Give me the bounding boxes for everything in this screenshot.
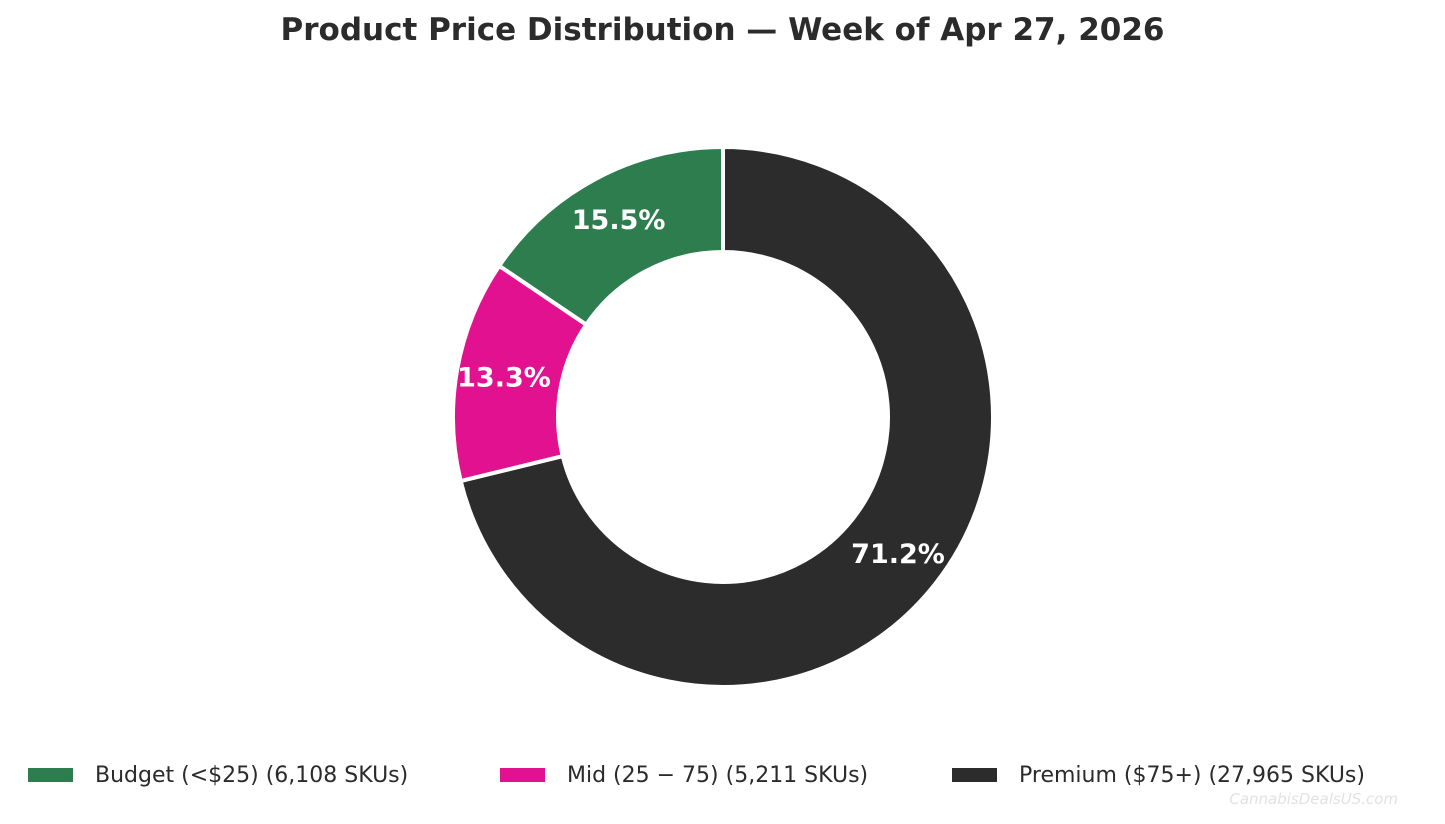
legend-item-premium: Premium ($75+) (27,965 SKUs) [952, 757, 1365, 793]
legend-label: Premium ($75+) (27,965 SKUs) [1019, 762, 1365, 788]
legend-swatch [952, 768, 997, 782]
donut-chart: 15.5% 13.3% 71.2% [451, 144, 995, 689]
slice-premium [458, 144, 995, 689]
donut-slices [451, 144, 995, 689]
slice-label-budget: 15.5% [572, 205, 666, 236]
slice-labels: 15.5% 13.3% 71.2% [457, 205, 945, 570]
legend: Budget (<$25) (6,108 SKUs) Mid (25 − 75) … [0, 757, 1445, 793]
legend-swatch [500, 768, 545, 782]
legend-label: Mid (25 − 75) (5,211 SKUs) [567, 762, 869, 788]
legend-item-budget: Budget (<$25) (6,108 SKUs) [28, 757, 408, 793]
slice-label-mid: 13.3% [457, 362, 551, 393]
legend-swatch [28, 768, 73, 782]
slice-label-premium: 71.2% [851, 539, 945, 570]
chart-title: Product Price Distribution — Week of Apr… [280, 12, 1165, 48]
legend-label: Budget (<$25) (6,108 SKUs) [95, 762, 409, 788]
legend-item-mid: Mid (25 − 75) (5,211 SKUs) [500, 757, 868, 793]
watermark: CannabisDealsUS.com [1229, 790, 1398, 808]
